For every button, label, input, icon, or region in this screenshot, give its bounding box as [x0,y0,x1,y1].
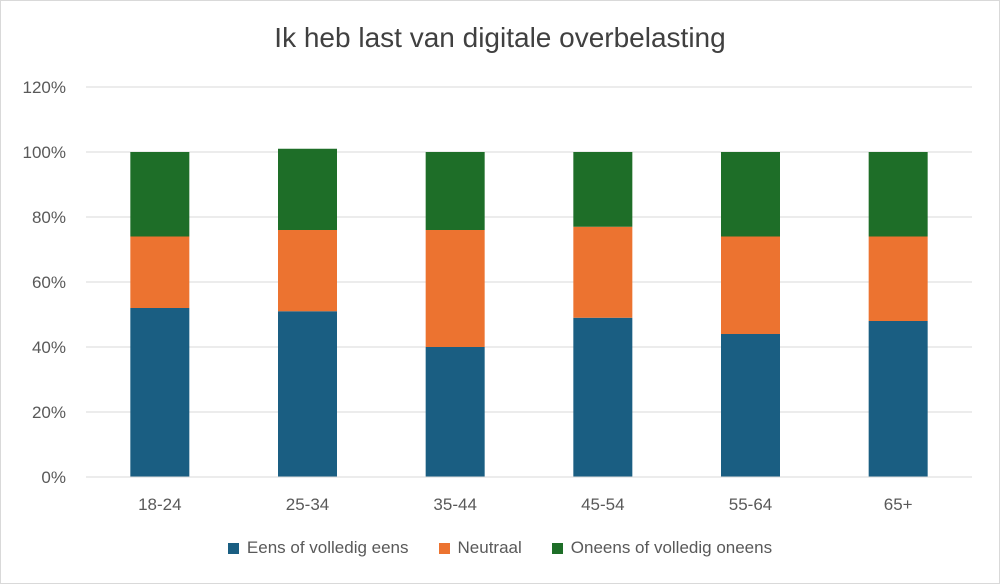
legend-item: Eens of volledig eens [227,538,409,558]
bar-segment [278,311,337,477]
chart-title: Ik heb last van digitale overbelasting [274,22,726,53]
bar-segment [130,152,190,237]
bar-segment [721,334,780,477]
y-axis-ticks: 0% 20% 40% 60% 80% 100% 120% [23,78,66,487]
legend-label: Oneens of volledig oneens [570,538,773,557]
legend-swatch [438,542,450,554]
bar-segment [573,152,633,227]
x-tick-label: 25-34 [286,495,329,514]
legend: Eens of volledig eens Neutraal Oneens of v… [0,538,1000,558]
legend-swatch [227,542,239,554]
legend-item: Oneens of volledig oneens [551,538,773,558]
bar-segment [868,236,928,321]
bar-segment [868,152,928,237]
bar-segment [425,152,485,230]
y-tick-label: 20% [32,403,66,422]
y-tick-label: 0% [41,468,66,487]
y-tick-label: 60% [32,273,66,292]
bar-segment [425,347,485,477]
bar-segment [868,321,928,477]
legend-label: Neutraal [457,538,522,557]
bar-segment [721,236,780,334]
bar-segment [573,317,633,477]
bar-segment [130,236,190,308]
x-tick-label: 55-64 [729,495,772,514]
x-tick-label: 65+ [884,495,913,514]
x-tick-label: 35-44 [433,495,476,514]
x-tick-label: 45-54 [581,495,624,514]
bars [130,148,928,477]
bar-segment [278,148,337,230]
bar-segment [130,308,190,477]
x-axis-ticks: 18-24 25-34 35-44 45-54 55-64 65+ [138,495,913,514]
y-tick-label: 80% [32,208,66,227]
y-tick-label: 120% [23,78,66,97]
gridlines [86,86,972,413]
bar-segment [721,152,780,237]
legend-swatch [551,542,563,554]
x-tick-label: 18-24 [138,495,181,514]
bar-segment [425,230,485,347]
y-tick-label: 100% [23,143,66,162]
legend-label: Eens of volledig eens [246,538,409,557]
bar-segment [278,230,337,312]
y-tick-label: 40% [32,338,66,357]
legend-item: Neutraal [438,538,522,558]
bar-segment [573,226,633,318]
